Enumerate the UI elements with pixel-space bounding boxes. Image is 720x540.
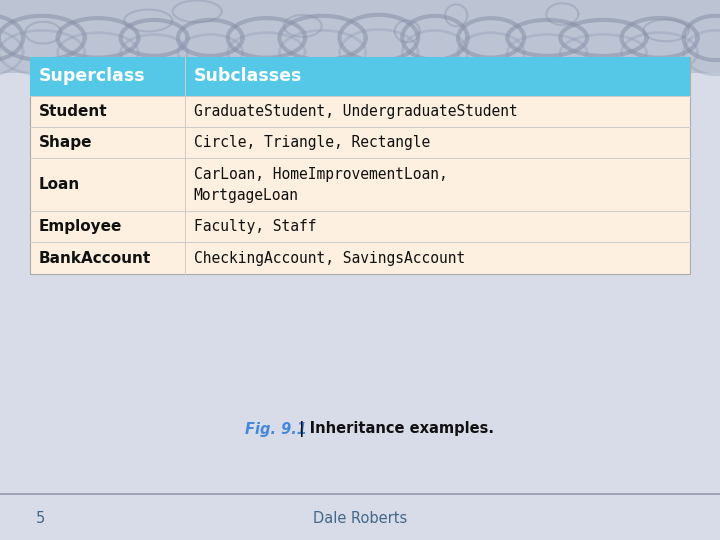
Text: Employee: Employee [39,219,122,234]
Text: Subclasses: Subclasses [194,67,302,85]
Text: Superclass: Superclass [39,67,145,85]
FancyBboxPatch shape [30,57,690,274]
Text: MortgageLoan: MortgageLoan [194,188,299,202]
Text: Dale Roberts: Dale Roberts [313,511,407,526]
Text: Student: Student [39,104,107,119]
Text: | Inheritance examples.: | Inheritance examples. [294,421,494,437]
Text: CheckingAccount, SavingsAccount: CheckingAccount, SavingsAccount [194,251,465,266]
Text: Fig. 9.1: Fig. 9.1 [245,422,307,437]
Text: BankAccount: BankAccount [39,251,151,266]
Text: Circle, Triangle, Rectangle: Circle, Triangle, Rectangle [194,135,430,150]
Text: Loan: Loan [39,177,80,192]
Text: 5: 5 [36,511,45,526]
Text: GraduateStudent, UndergraduateStudent: GraduateStudent, UndergraduateStudent [194,104,518,119]
Text: Faculty, Staff: Faculty, Staff [194,219,316,234]
FancyBboxPatch shape [0,0,720,73]
Text: Shape: Shape [39,135,92,150]
Text: CarLoan, HomeImprovementLoan,: CarLoan, HomeImprovementLoan, [194,167,447,181]
FancyBboxPatch shape [30,57,690,96]
